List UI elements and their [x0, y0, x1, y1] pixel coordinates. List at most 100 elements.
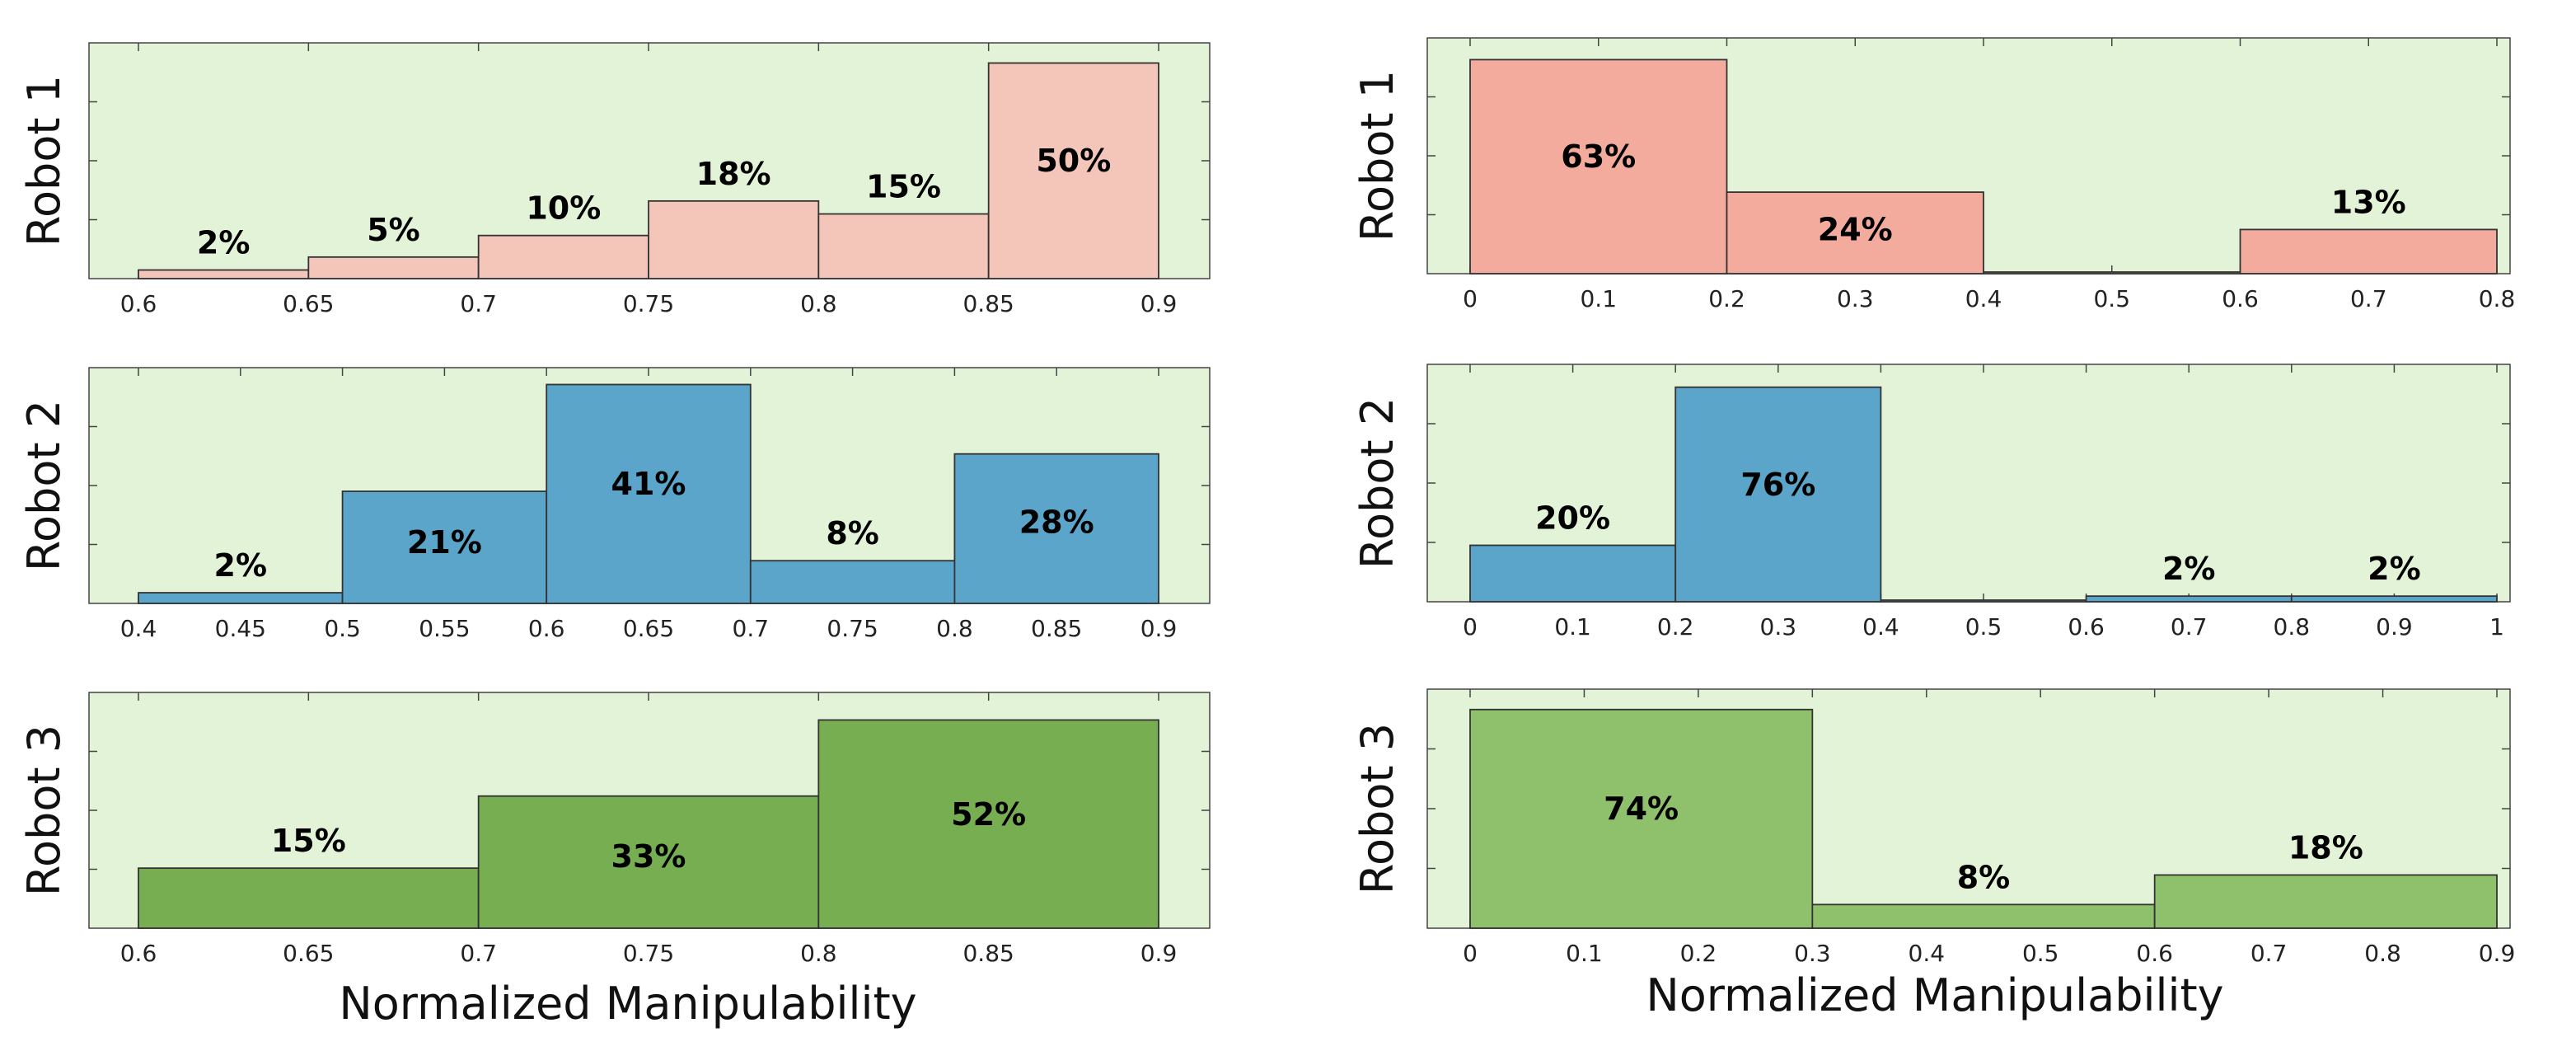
- x-tick-label: 0.4: [1862, 613, 1899, 640]
- histogram-bar: [1880, 599, 2087, 603]
- x-tick-label: 0.6: [2222, 285, 2259, 312]
- bar-value-label: 2%: [214, 547, 268, 584]
- bar-value-label: 21%: [407, 524, 482, 561]
- x-tick-label: 0.9: [1140, 290, 1178, 317]
- panel-left-robot-1: 0.6 0.65 0.7 0.75 0.8 0.85 0.9 2% 5% 10% 18% 15% 50%…: [18, 42, 1211, 317]
- x-tick-label: 0.7: [2350, 285, 2387, 312]
- histogram-bar: [1469, 59, 1728, 274]
- x-tick-label: 0.45: [215, 615, 266, 642]
- y-axis-label: Robot 3: [1351, 723, 1403, 894]
- histogram-bar: [546, 383, 752, 604]
- bar-value-label: 50%: [1036, 143, 1111, 179]
- bar-value-label: 2%: [197, 225, 251, 261]
- x-tick-label: 0: [1463, 285, 1478, 312]
- bar-value-label: 15%: [866, 169, 941, 205]
- x-tick-label: 0.8: [2479, 285, 2516, 312]
- bar-value-label: 33%: [611, 838, 686, 875]
- bar-value-label: 76%: [1740, 467, 1815, 503]
- x-tick-label: 0.8: [800, 290, 837, 317]
- bar-value-label: 8%: [1957, 859, 2011, 895]
- x-tick-label: 0.9: [1140, 615, 1178, 642]
- bar-value-label: 74%: [1604, 791, 1679, 827]
- bar-value-label: 52%: [951, 796, 1026, 833]
- x-tick-label: 0.7: [2250, 940, 2288, 967]
- histogram-bar: [987, 62, 1159, 279]
- x-tick-label: 0: [1463, 613, 1478, 640]
- x-tick-label: 0.7: [460, 940, 497, 967]
- histogram-bar: [648, 199, 820, 279]
- x-tick-label: 0.2: [1708, 285, 1745, 312]
- histogram-bar: [1726, 191, 1984, 274]
- y-axis-label: Robot 3: [18, 725, 70, 896]
- x-tick-label: 0.2: [1657, 613, 1694, 640]
- x-axis-label-left: Normalized Manipulability: [339, 978, 916, 1030]
- x-tick-label: 0.6: [2068, 613, 2105, 640]
- x-tick-label: 0.1: [1580, 285, 1617, 312]
- x-tick-label: 0.6: [2136, 940, 2173, 967]
- bar-value-label: 18%: [2288, 829, 2363, 866]
- bar-value-label: 8%: [826, 515, 879, 551]
- bar-value-label: 63%: [1561, 138, 1636, 175]
- x-tick-label: 0.3: [1794, 940, 1831, 967]
- x-tick-label: 0.1: [1554, 613, 1591, 640]
- x-tick-label: 0.6: [120, 290, 157, 317]
- x-tick-label: 0.9: [1140, 940, 1178, 967]
- panel-right-robot-1: 0 0.1 0.2 0.3 0.4 0.5 0.6 0.7 0.8 63% 24% 13% Robot …: [1351, 37, 2516, 312]
- histogram-bar: [1983, 271, 2241, 274]
- bar-value-label: 2%: [2368, 551, 2421, 587]
- x-axis-label-right: Normalized Manipulability: [1646, 969, 2223, 1021]
- histogram-bar: [138, 592, 344, 604]
- bar-value-label: 41%: [611, 466, 686, 502]
- x-tick-label: 0.65: [623, 615, 674, 642]
- y-axis-label: Robot 1: [18, 75, 70, 246]
- x-tick-label: 0.8: [936, 615, 973, 642]
- x-tick-label: 0.4: [1909, 940, 1946, 967]
- x-tick-label: 0.8: [2274, 613, 2311, 640]
- x-tick-label: 0.85: [1031, 615, 1082, 642]
- x-tick-label: 0.1: [1566, 940, 1603, 967]
- x-tick-label: 0.75: [623, 290, 674, 317]
- x-tick-label: 0.75: [623, 940, 674, 967]
- histogram-bar: [817, 719, 1159, 929]
- histogram-bar: [1674, 386, 1882, 603]
- x-tick-label: 0.4: [1965, 285, 2002, 312]
- x-tick-label: 0.6: [528, 615, 565, 642]
- x-tick-label: 0.9: [2376, 613, 2413, 640]
- bar-value-label: 18%: [696, 156, 771, 192]
- histogram-bar: [477, 234, 649, 279]
- bar-value-label: 24%: [1818, 212, 1893, 248]
- x-tick-label: 0.7: [733, 615, 770, 642]
- x-tick-label: 0.6: [120, 940, 157, 967]
- x-tick-label: 0.7: [460, 290, 497, 317]
- x-tick-label: 0.5: [2093, 285, 2130, 312]
- histogram-panels: 0.6 0.65 0.7 0.75 0.8 0.85 0.92% 5%10%18% 15%50%…: [18, 37, 2516, 967]
- bar-value-label: 13%: [2331, 184, 2406, 220]
- x-tick-label: 0.2: [1680, 940, 1717, 967]
- x-tick-label: 0.4: [120, 615, 157, 642]
- histogram-bar: [307, 256, 480, 279]
- x-tick-label: 0.55: [419, 615, 470, 642]
- histogram-bar: [1469, 544, 1677, 603]
- x-tick-label: 0.9: [2479, 940, 2516, 967]
- x-tick-label: 0.75: [827, 615, 878, 642]
- y-axis-label: Robot 2: [1351, 397, 1403, 569]
- x-tick-label: 0.5: [1965, 613, 2002, 640]
- panel-right-robot-2: 0 0.1 0.2 0.3 0.4 0.5 0.6 0.7 0.8 0.9 1 20% 76% 2% 2% R…: [1351, 364, 2511, 640]
- histogram-bar: [749, 560, 956, 604]
- histogram-bar: [2290, 595, 2498, 603]
- histogram-bar: [477, 795, 820, 929]
- bar-value-label: 28%: [1019, 504, 1094, 540]
- bar-value-label: 15%: [271, 823, 346, 859]
- y-axis-label: Robot 2: [18, 400, 70, 571]
- x-tick-label: 0.3: [1760, 613, 1797, 640]
- histogram-bar: [341, 490, 548, 604]
- x-tick-label: 0.8: [800, 940, 837, 967]
- histogram-bar: [2085, 595, 2293, 603]
- x-tick-label: 0.3: [1837, 285, 1874, 312]
- panel-left-robot-2: 0.4 0.45 0.5 0.55 0.6 0.65 0.7 0.75 0.8 0.85 0.9 2%…: [18, 367, 1211, 642]
- x-tick-label: 0.85: [962, 290, 1014, 317]
- histogram-bar: [2239, 228, 2498, 274]
- x-tick-label: 0.8: [2364, 940, 2401, 967]
- bar-value-label: 2%: [2162, 551, 2216, 587]
- x-tick-label: 0.65: [283, 290, 334, 317]
